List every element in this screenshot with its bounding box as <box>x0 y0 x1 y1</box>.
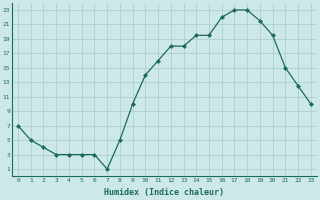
X-axis label: Humidex (Indice chaleur): Humidex (Indice chaleur) <box>104 188 224 197</box>
